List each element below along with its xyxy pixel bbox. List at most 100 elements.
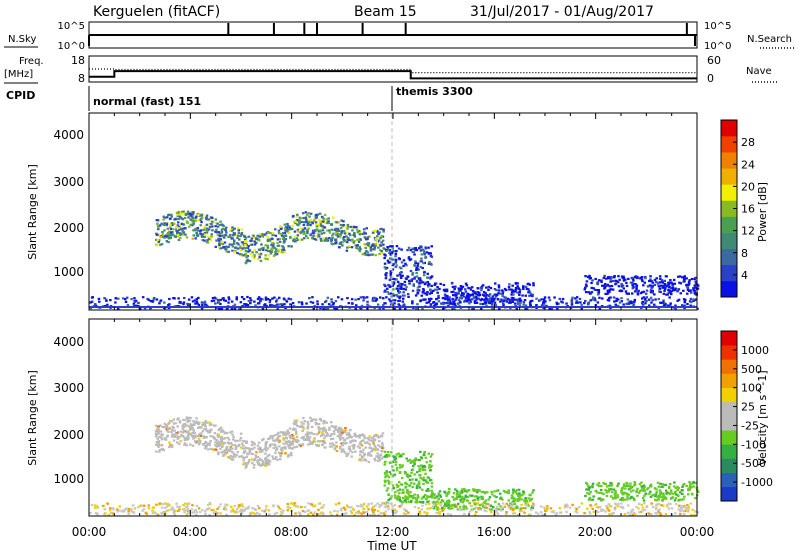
range-cell: [244, 249, 248, 252]
range-cell: [356, 504, 359, 508]
range-cell: [510, 291, 514, 294]
range-cell: [225, 445, 229, 449]
range-cell: [392, 281, 396, 284]
range-cell: [236, 247, 240, 250]
range-cell: [464, 494, 468, 497]
range-cell: [650, 301, 653, 304]
range-cell: [308, 215, 311, 218]
range-cell: [476, 502, 480, 505]
range-cell: [649, 490, 652, 493]
range-cell: [407, 511, 410, 514]
range-cell: [141, 296, 145, 299]
range-cell: [514, 491, 518, 494]
range-cell: [116, 508, 119, 511]
range-cell: [522, 507, 525, 510]
range-cell: [428, 292, 432, 295]
range-cell: [615, 279, 618, 283]
range-cell: [264, 257, 268, 260]
range-cell: [474, 502, 478, 505]
range-cell: [187, 216, 190, 219]
range-cell: [351, 451, 354, 454]
range-cell: [658, 508, 661, 511]
range-cell: [415, 478, 418, 481]
range-cell: [655, 503, 659, 506]
range-cell: [684, 509, 687, 512]
range-cell: [189, 443, 192, 446]
range-cell: [318, 212, 322, 215]
range-cell: [175, 211, 179, 215]
range-cell: [182, 301, 186, 304]
range-cell: [688, 480, 691, 484]
range-cell: [244, 240, 247, 243]
range-cell: [617, 482, 620, 485]
range-cell: [595, 510, 598, 513]
range-cell: [530, 497, 534, 500]
range-cell: [574, 297, 577, 300]
range-cell: [385, 455, 388, 459]
range-cell: [378, 504, 382, 507]
range-cell: [232, 454, 236, 457]
range-cell: [227, 235, 230, 239]
freq-label-line1: Freq.: [19, 56, 44, 67]
range-cell: [277, 229, 281, 232]
range-cell: [651, 299, 654, 302]
range-cell: [351, 440, 354, 443]
range-cell: [353, 232, 356, 235]
range-cell: [195, 231, 198, 235]
range-cell: [211, 229, 214, 232]
range-cell: [310, 503, 314, 506]
range-cell: [330, 445, 334, 448]
range-cell: [565, 302, 568, 305]
range-cell: [379, 453, 383, 456]
range-cell: [641, 280, 644, 283]
range-cell: [362, 434, 366, 437]
range-cell: [480, 307, 483, 310]
range-cell: [669, 492, 672, 495]
range-cell: [519, 494, 523, 497]
range-cell: [535, 304, 538, 307]
range-cell: [249, 512, 252, 515]
range-cell: [670, 286, 673, 290]
range-cell: [176, 213, 179, 216]
range-cell: [400, 503, 403, 506]
range-cell: [311, 237, 314, 240]
range-cell: [408, 478, 412, 481]
range-cell: [418, 282, 421, 285]
range-cell: [216, 222, 219, 225]
range-cell: [151, 300, 154, 303]
range-cell: [696, 284, 700, 287]
range-cell: [208, 422, 212, 425]
range-cell: [302, 223, 306, 227]
range-cell: [632, 496, 635, 499]
range-cell: [402, 452, 405, 456]
range-cell: [501, 498, 504, 501]
range-cell: [210, 222, 213, 226]
range-cell: [658, 512, 662, 515]
range-cell: [675, 493, 678, 496]
range-cell: [207, 237, 211, 240]
range-cell: [334, 428, 338, 431]
range-cell: [399, 287, 403, 290]
range-cell: [317, 440, 320, 443]
range-cell: [323, 437, 326, 440]
range-cell: [585, 285, 588, 288]
range-cell: [330, 300, 333, 304]
range-cell: [166, 434, 169, 437]
range-cell: [403, 499, 407, 502]
range-cell: [499, 497, 502, 500]
range-cell: [118, 505, 121, 508]
range-cell: [485, 294, 489, 297]
range-cell: [319, 239, 323, 242]
range-cell: [441, 297, 445, 300]
range-cell: [177, 297, 180, 300]
range-cell: [297, 230, 300, 233]
range-cell: [216, 234, 220, 237]
range-cell: [594, 299, 597, 302]
colorbar-tick-label: 20: [741, 180, 755, 193]
range-cell: [353, 432, 357, 435]
range-cell: [308, 436, 312, 439]
range-cell: [238, 443, 241, 446]
range-cell: [417, 247, 421, 250]
range-cell: [453, 288, 456, 291]
range-cell: [223, 437, 227, 440]
